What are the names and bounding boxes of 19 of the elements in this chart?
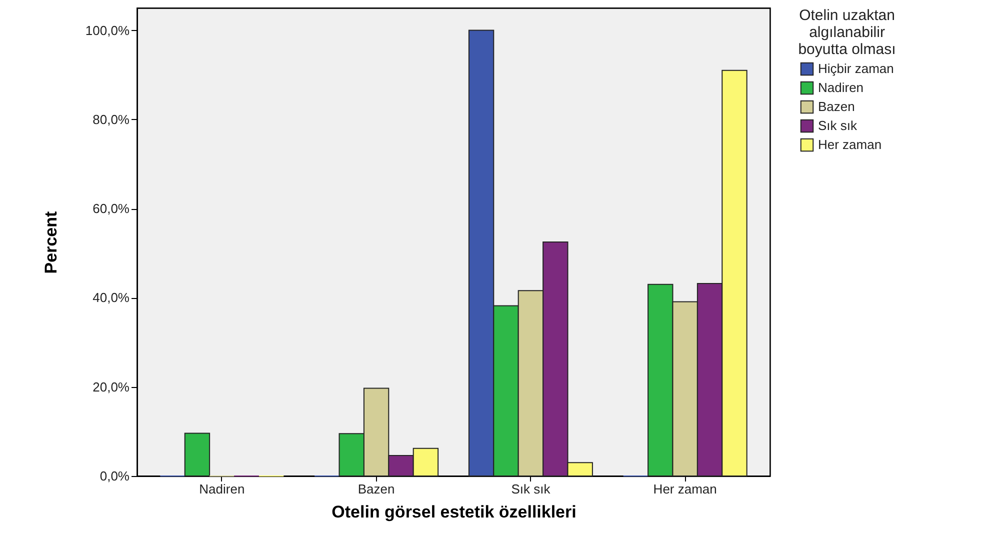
- y-axis-title: Percent: [41, 210, 60, 274]
- y-tick-label: 0,0%: [100, 468, 130, 484]
- x-axis-title: Otelin görsel estetik özellikleri: [332, 502, 576, 522]
- y-tick-label: 100,0%: [85, 22, 130, 38]
- bar: [184, 432, 210, 476]
- legend-title: Otelin uzaktan algılanabilir boyutta olması: [798, 7, 896, 58]
- x-tick-label: Her zaman: [653, 482, 717, 496]
- x-tick-label: Bazen: [358, 482, 395, 496]
- y-tick-label: 80,0%: [92, 112, 130, 127]
- legend-label: Bazen: [818, 99, 855, 114]
- legend-label: Nadiren: [818, 80, 864, 95]
- legend-label: Her zaman: [818, 137, 882, 152]
- y-tick-label: 40,0%: [92, 290, 130, 306]
- legend-label: Hiçbir zaman: [818, 61, 894, 76]
- x-tick-label: Nadiren: [199, 482, 245, 496]
- x-tick-label: Sık sık: [511, 482, 551, 496]
- y-tick-label: 60,0%: [92, 201, 130, 216]
- legend-label: Sık sık: [818, 118, 858, 133]
- y-tick-label: 20,0%: [92, 379, 130, 394]
